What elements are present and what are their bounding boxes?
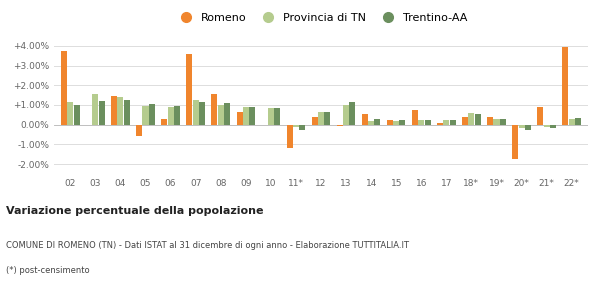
Bar (393, 121, 399, 125)
Bar (161, 119, 167, 125)
Bar (374, 119, 380, 125)
Bar (67, 102, 73, 125)
Bar (324, 112, 330, 125)
Bar (149, 104, 155, 125)
Bar (387, 120, 393, 125)
Bar (544, 125, 550, 127)
Bar (425, 120, 431, 125)
Bar (337, 125, 343, 126)
Bar (136, 125, 142, 136)
Bar (299, 125, 305, 130)
Bar (118, 97, 124, 125)
Bar (343, 105, 349, 125)
Bar (500, 119, 506, 125)
Bar (187, 54, 193, 125)
Bar (74, 105, 80, 125)
Bar (462, 117, 468, 125)
Bar (174, 106, 180, 125)
Bar (218, 105, 224, 125)
Bar (493, 119, 500, 125)
Bar (167, 107, 173, 125)
Bar (362, 114, 368, 125)
Text: COMUNE DI ROMENO (TN) - Dati ISTAT al 31 dicembre di ogni anno - Elaborazione TU: COMUNE DI ROMENO (TN) - Dati ISTAT al 31… (6, 241, 409, 250)
Bar (243, 107, 249, 125)
Bar (562, 47, 568, 125)
Bar (318, 112, 324, 125)
Bar (274, 108, 280, 125)
Bar (111, 96, 117, 125)
Bar (412, 110, 418, 125)
Bar (475, 114, 481, 125)
Bar (569, 119, 575, 125)
Bar (418, 120, 424, 125)
Bar (92, 94, 98, 125)
Bar (249, 107, 255, 125)
Text: (*) post-censimento: (*) post-censimento (6, 266, 89, 275)
Bar (437, 123, 443, 125)
Bar (469, 113, 475, 125)
Bar (142, 106, 149, 125)
Bar (98, 101, 104, 125)
Bar (449, 120, 455, 125)
Bar (575, 118, 581, 125)
Bar (349, 102, 355, 125)
Bar (400, 120, 406, 125)
Bar (538, 107, 544, 125)
Bar (224, 103, 230, 125)
Bar (368, 121, 374, 125)
Bar (199, 102, 205, 125)
Bar (268, 108, 274, 125)
Bar (518, 125, 524, 128)
Bar (236, 112, 242, 125)
Text: Variazione percentuale della popolazione: Variazione percentuale della popolazione (6, 206, 263, 217)
Bar (61, 51, 67, 125)
Bar (487, 117, 493, 125)
Bar (525, 125, 531, 130)
Bar (443, 120, 449, 125)
Bar (211, 94, 217, 125)
Bar (293, 125, 299, 127)
Bar (287, 125, 293, 148)
Bar (550, 125, 556, 128)
Bar (124, 100, 130, 125)
Bar (312, 117, 318, 125)
Bar (193, 100, 199, 125)
Bar (512, 125, 518, 159)
Legend: Romeno, Provincia di TN, Trentino-AA: Romeno, Provincia di TN, Trentino-AA (170, 9, 472, 28)
